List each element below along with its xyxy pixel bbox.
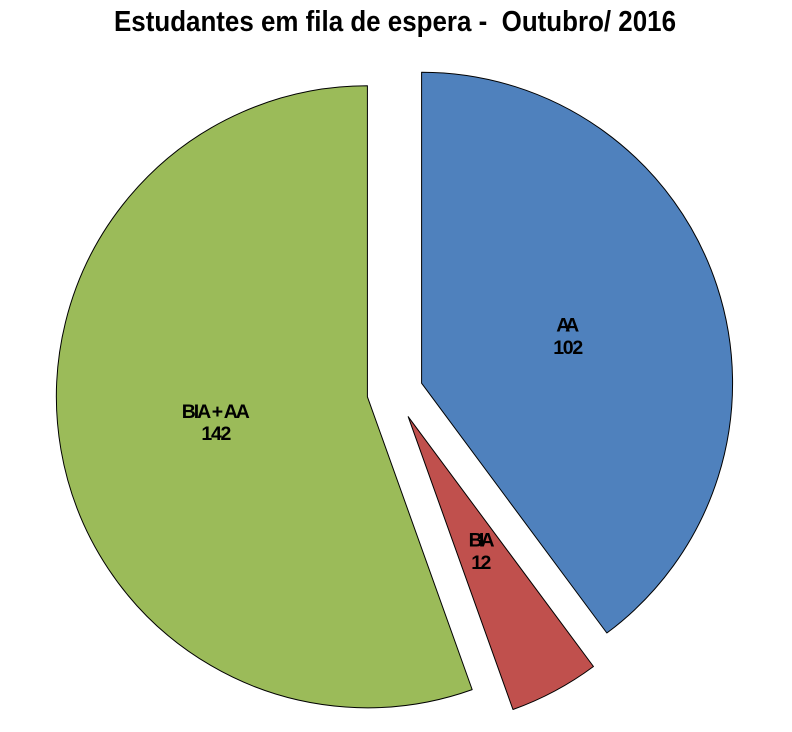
svg-text:12: 12 bbox=[471, 552, 491, 574]
svg-text:BIA + AA: BIA + AA bbox=[182, 401, 250, 423]
svg-text:142: 142 bbox=[201, 423, 231, 445]
svg-text:Estudantes em fila de espera -: Estudantes em fila de espera - Outubro/ … bbox=[114, 6, 676, 38]
svg-text:AA: AA bbox=[556, 315, 579, 337]
svg-text:BIA: BIA bbox=[469, 530, 495, 552]
svg-text:102: 102 bbox=[553, 337, 583, 359]
